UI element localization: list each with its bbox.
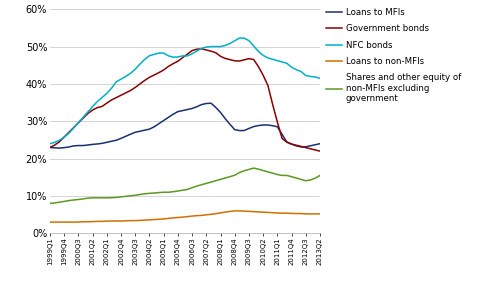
Loans to non-MFIs [308, 212, 314, 216]
Shares and other equity of
non-MFIs excluding
government [114, 196, 119, 199]
Loans to MFIs [317, 142, 323, 146]
Government bonds [114, 96, 119, 99]
NFC bonds [308, 75, 314, 78]
Line: Shares and other equity of
non-MFIs excluding
government: Shares and other equity of non-MFIs excl… [50, 168, 320, 204]
Loans to non-MFIs [279, 211, 285, 215]
Shares and other equity of
non-MFIs excluding
government [47, 202, 53, 205]
Loans to non-MFIs [232, 209, 237, 213]
Shares and other equity of
non-MFIs excluding
government [317, 173, 323, 177]
NFC bonds [227, 42, 233, 45]
Loans to non-MFIs [250, 210, 256, 213]
NFC bonds [317, 76, 323, 80]
Loans to non-MFIs [317, 212, 323, 216]
Loans to non-MFIs [108, 219, 114, 223]
Loans to MFIs [114, 138, 119, 142]
Government bonds [198, 47, 204, 51]
Shares and other equity of
non-MFIs excluding
government [308, 178, 314, 182]
Loans to non-MFIs [47, 220, 53, 224]
Loans to MFIs [208, 101, 214, 105]
Line: Loans to non-MFIs: Loans to non-MFIs [50, 211, 320, 222]
Government bonds [279, 137, 285, 140]
Shares and other equity of
non-MFIs excluding
government [227, 175, 233, 178]
Line: Loans to MFIs: Loans to MFIs [50, 103, 320, 148]
Shares and other equity of
non-MFIs excluding
government [108, 196, 114, 200]
NFC bonds [279, 60, 285, 64]
Loans to MFIs [56, 146, 62, 150]
NFC bonds [236, 36, 242, 40]
Line: Government bonds: Government bonds [50, 49, 320, 151]
Shares and other equity of
non-MFIs excluding
government [250, 166, 256, 170]
Loans to MFIs [236, 129, 242, 132]
Government bonds [250, 58, 256, 61]
Loans to MFIs [47, 146, 53, 149]
Shares and other equity of
non-MFIs excluding
government [246, 168, 252, 171]
NFC bonds [114, 80, 119, 84]
NFC bonds [108, 86, 114, 90]
Legend: Loans to MFIs, Government bonds, NFC bonds, Loans to non-MFIs, Shares and other : Loans to MFIs, Government bonds, NFC bon… [322, 5, 464, 107]
Government bonds [317, 149, 323, 153]
Line: NFC bonds: NFC bonds [50, 38, 320, 144]
Loans to non-MFIs [227, 210, 233, 213]
Loans to MFIs [118, 137, 124, 140]
Loans to non-MFIs [114, 219, 119, 223]
Loans to MFIs [284, 140, 290, 144]
Loans to MFIs [308, 144, 314, 148]
Loans to MFIs [256, 124, 262, 127]
NFC bonds [47, 142, 53, 146]
Government bonds [232, 59, 237, 63]
Government bonds [108, 98, 114, 102]
Shares and other equity of
non-MFIs excluding
government [279, 173, 285, 177]
Government bonds [308, 147, 314, 151]
Government bonds [47, 146, 53, 149]
NFC bonds [250, 44, 256, 48]
